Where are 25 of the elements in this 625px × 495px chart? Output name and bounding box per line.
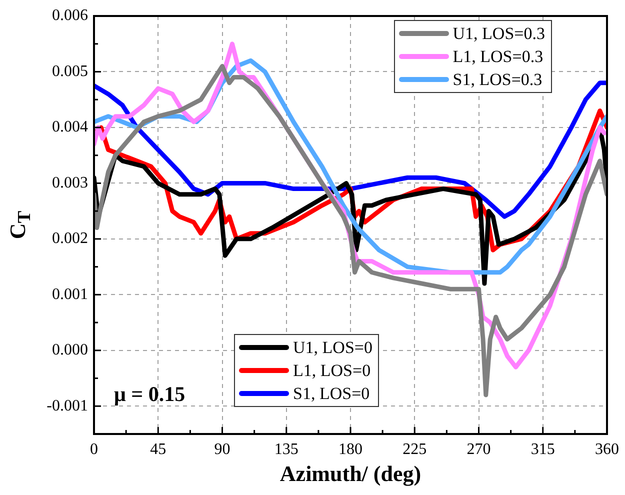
x-tick-label: 360 — [595, 440, 619, 458]
legend-label: L1, LOS=0.3 — [452, 46, 544, 68]
x-axis-title: Azimuth/ (deg) — [280, 461, 422, 487]
x-tick-label: 45 — [150, 440, 166, 458]
y-tick-label: 0.003 — [52, 174, 88, 192]
y-tick-label: 0.005 — [52, 62, 88, 80]
legend-label: U1, LOS=0 — [293, 337, 372, 359]
legend-label: U1, LOS=0.3 — [452, 23, 545, 45]
x-tick-label: 90 — [214, 440, 230, 458]
x-tick-label: 315 — [530, 440, 555, 458]
x-tick-label: 135 — [274, 440, 298, 458]
legend-label: S1, LOS=0 — [293, 383, 370, 405]
annotation: μ = 0.15 — [114, 382, 186, 407]
y-tick-label: 0.000 — [52, 342, 88, 359]
x-tick-label: 225 — [402, 440, 427, 458]
y-tick-label: 0.001 — [52, 286, 88, 303]
legend-label: S1, LOS=0.3 — [452, 69, 542, 91]
y-tick-label: 0.002 — [52, 230, 88, 248]
legend-label: L1, LOS=0 — [293, 360, 371, 382]
y-tick-label: 0.006 — [52, 7, 88, 24]
x-tick-label: 180 — [338, 440, 362, 458]
x-tick-label: 0 — [90, 440, 98, 458]
y-tick-label: -0.001 — [46, 397, 88, 414]
x-tick-label: 270 — [466, 440, 491, 458]
y-tick-label: 0.004 — [52, 118, 88, 136]
